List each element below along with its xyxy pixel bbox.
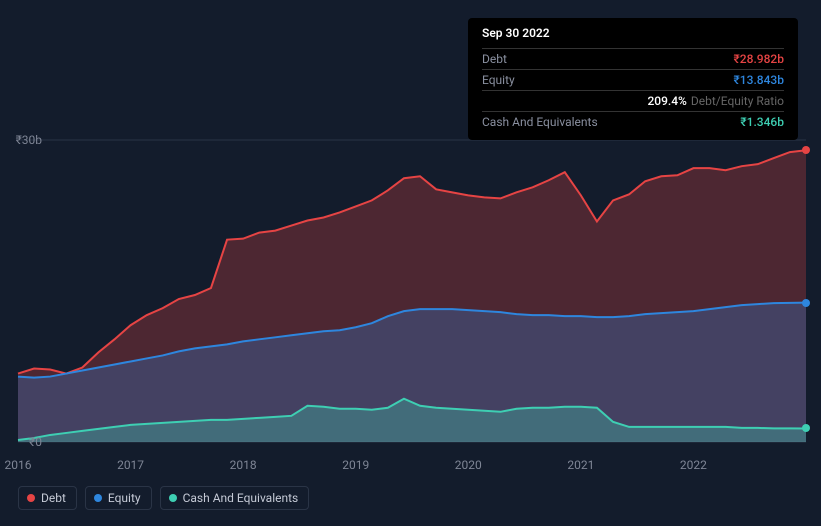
tooltip-row: Equity ₹13.843b bbox=[482, 69, 784, 90]
x-tick-label: 2016 bbox=[5, 458, 32, 472]
legend-item-debt[interactable]: Debt bbox=[18, 486, 77, 510]
tooltip-row-value: ₹1.346b bbox=[740, 115, 784, 129]
x-tick-label: 2017 bbox=[117, 458, 144, 472]
legend-item-equity[interactable]: Equity bbox=[85, 486, 152, 510]
tooltip-row: 209.4%Debt/Equity Ratio bbox=[482, 90, 784, 111]
tooltip-row-value: 209.4%Debt/Equity Ratio bbox=[647, 94, 784, 108]
tooltip-row-value: ₹28.982b bbox=[734, 52, 784, 66]
y-tick-label: ₹0 bbox=[29, 435, 42, 449]
tooltip-row: Debt ₹28.982b bbox=[482, 48, 784, 69]
tooltip-date: Sep 30 2022 bbox=[482, 26, 784, 44]
legend-label: Equity bbox=[108, 491, 141, 505]
tooltip-row-label: Equity bbox=[482, 73, 515, 87]
tooltip-row-label: Debt bbox=[482, 52, 507, 66]
legend-dot-icon bbox=[27, 494, 35, 502]
y-tick-label: ₹30b bbox=[16, 133, 42, 147]
x-tick-label: 2022 bbox=[680, 458, 707, 472]
end-marker-equity bbox=[802, 299, 810, 307]
tooltip-row-sublabel: Debt/Equity Ratio bbox=[691, 94, 784, 108]
legend-dot-icon bbox=[169, 494, 177, 502]
end-marker-cash bbox=[802, 424, 810, 432]
tooltip-row-value: ₹13.843b bbox=[734, 73, 784, 87]
x-tick-label: 2018 bbox=[230, 458, 257, 472]
legend-dot-icon bbox=[94, 494, 102, 502]
end-marker-debt bbox=[802, 146, 810, 154]
legend-item-cash[interactable]: Cash And Equivalents bbox=[160, 486, 310, 510]
chart-tooltip: Sep 30 2022 Debt ₹28.982b Equity ₹13.843b 20… bbox=[468, 18, 798, 140]
legend-label: Cash And Equivalents bbox=[183, 491, 299, 505]
legend: Debt Equity Cash And Equivalents bbox=[18, 486, 309, 510]
x-tick-label: 2019 bbox=[342, 458, 369, 472]
tooltip-row: Cash And Equivalents ₹1.346b bbox=[482, 111, 784, 132]
legend-label: Debt bbox=[41, 491, 66, 505]
x-tick-label: 2020 bbox=[455, 458, 482, 472]
x-tick-label: 2021 bbox=[567, 458, 594, 472]
tooltip-row-label: Cash And Equivalents bbox=[482, 115, 598, 129]
